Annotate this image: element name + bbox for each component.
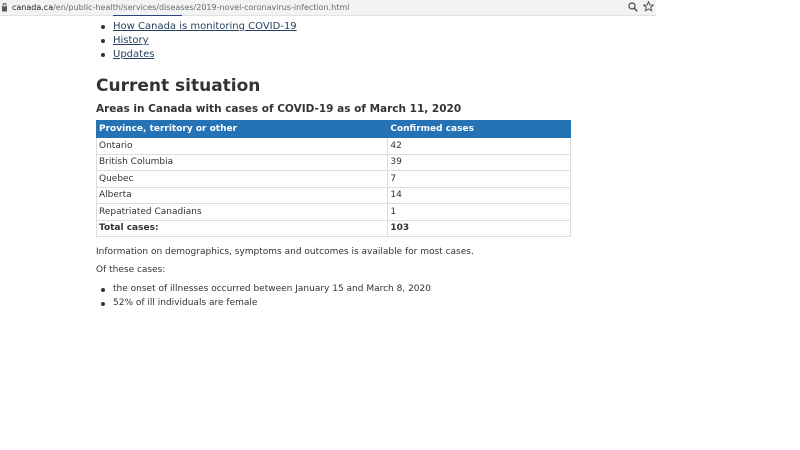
table-row: Quebec 7 (95, 170, 571, 188)
cell-area: Quebec (95, 170, 389, 188)
cell-cases: 39 (387, 153, 571, 171)
list-item: 52% of ill individuals are female (96, 297, 431, 311)
section-nav-list: How Canada is monitoring COVID-19 Histor… (96, 20, 297, 62)
url-host: canada.ca (12, 3, 54, 12)
of-these-cases-paragraph: Of these cases: (96, 265, 166, 275)
link-updates[interactable]: Updates (113, 49, 155, 60)
table-header-row: Province, territory or other Confirmed c… (95, 120, 571, 138)
zoom-icon[interactable] (628, 2, 638, 12)
column-header-area: Province, territory or other (95, 120, 389, 138)
cutoff-link-underline (113, 15, 182, 16)
case-facts-list: the onset of illnesses occurred between … (96, 283, 431, 310)
url-text[interactable]: canada.ca/en/public-health/services/dise… (12, 1, 349, 14)
link-history[interactable]: History (113, 35, 149, 46)
list-item: How Canada is monitoring COVID-19 (96, 20, 297, 34)
cell-cases: 1 (387, 203, 571, 221)
table-total-row: Total cases: 103 (95, 219, 571, 237)
cell-area: Alberta (95, 186, 389, 204)
cell-cases: 42 (387, 137, 571, 155)
total-value: 103 (387, 219, 571, 237)
total-label: Total cases: (95, 219, 389, 237)
table-row: British Columbia 39 (95, 153, 571, 171)
lock-icon (2, 3, 7, 12)
cell-area: Repatriated Canadians (95, 203, 389, 221)
cell-area: British Columbia (95, 153, 389, 171)
cell-cases: 14 (387, 186, 571, 204)
table-row: Ontario 42 (95, 137, 571, 155)
cases-table: Province, territory or other Confirmed c… (95, 120, 571, 237)
list-item: Updates (96, 48, 297, 62)
demographics-paragraph: Information on demographics, symptoms an… (96, 247, 474, 257)
link-monitoring[interactable]: How Canada is monitoring COVID-19 (113, 21, 297, 32)
url-path: /en/public-health/services/diseases/2019… (53, 3, 350, 12)
cell-cases: 7 (387, 170, 571, 188)
list-item: the onset of illnesses occurred between … (96, 283, 431, 297)
column-header-cases: Confirmed cases (387, 120, 571, 138)
section-title: Current situation (96, 76, 261, 96)
address-bar[interactable]: canada.ca/en/public-health/services/dise… (0, 0, 656, 16)
table-caption: Areas in Canada with cases of COVID-19 a… (96, 103, 462, 115)
table-row: Alberta 14 (95, 186, 571, 204)
cell-area: Ontario (95, 137, 389, 155)
list-item: History (96, 34, 297, 48)
star-icon[interactable] (643, 1, 654, 12)
table-row: Repatriated Canadians 1 (95, 203, 571, 221)
